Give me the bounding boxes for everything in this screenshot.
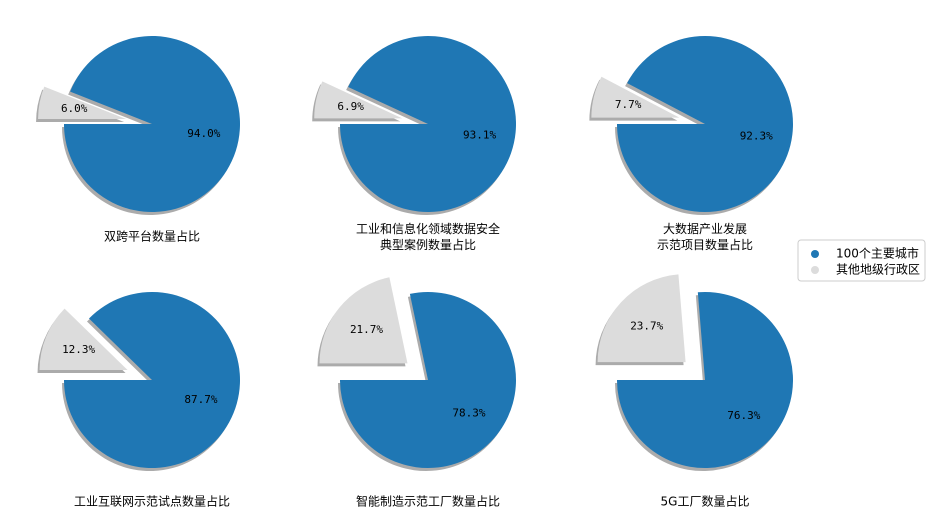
pie-slice	[319, 277, 408, 364]
legend-label: 100个主要城市	[836, 246, 919, 261]
legend-label: 其他地级行政区	[836, 263, 920, 277]
slice-label: 21.7%	[350, 323, 383, 336]
slice-label: 87.7%	[184, 393, 217, 406]
slice-label: 76.3%	[727, 409, 760, 422]
chart-title: 大数据产业发展示范项目数量占比	[657, 221, 753, 252]
slice-label: 6.0%	[61, 102, 88, 115]
slice-label: 7.7%	[615, 98, 642, 111]
pie-slice	[340, 35, 516, 213]
chart-title: 工业互联网示范试点数量占比	[74, 494, 230, 509]
legend-marker	[811, 250, 819, 258]
legend-box	[797, 239, 926, 282]
pie-slice	[64, 36, 240, 212]
slice-label: 94.0%	[187, 127, 220, 140]
pie-slice	[314, 81, 403, 119]
chart-title: 智能制造示范工厂数量占比	[356, 494, 500, 509]
legend-marker	[811, 266, 819, 274]
pie-slice	[39, 308, 128, 371]
slice-label: 78.3%	[452, 406, 485, 419]
chart-title: 工业和信息化领域数据安全典型案例数量占比	[356, 221, 500, 252]
chart-title: 双跨平台数量占比	[104, 229, 200, 244]
pie-slice	[617, 292, 794, 469]
slice-label: 6.9%	[337, 100, 364, 113]
pie-slice	[340, 292, 516, 469]
pie-slice	[597, 274, 686, 363]
chart-title: 5G工厂数量占比	[661, 494, 750, 509]
slice-label: 23.7%	[630, 319, 663, 332]
pie-slice	[591, 76, 680, 118]
pie-slice	[38, 86, 127, 120]
slice-label: 12.3%	[62, 343, 95, 356]
pie-slice	[64, 291, 240, 468]
slice-label: 92.3%	[740, 130, 773, 143]
pie-slice	[617, 36, 793, 213]
slice-label: 93.1%	[463, 128, 496, 141]
